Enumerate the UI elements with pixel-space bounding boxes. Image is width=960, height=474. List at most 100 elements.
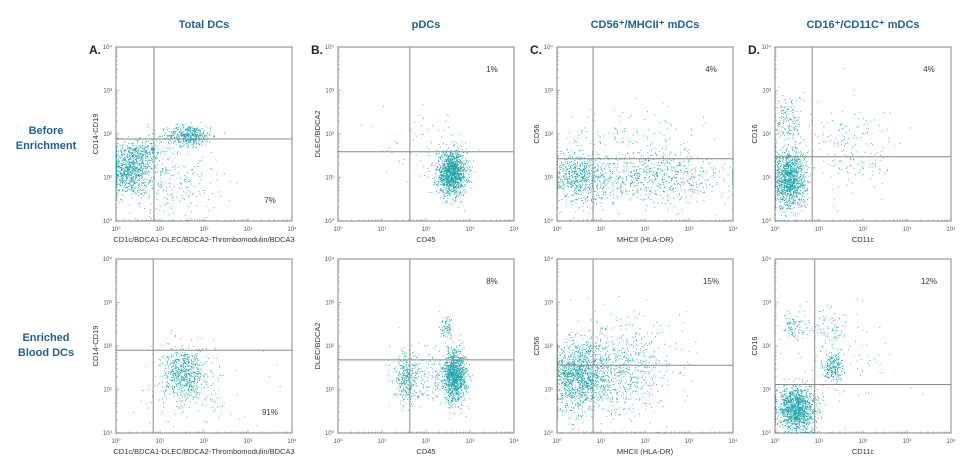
data-point [462, 158, 463, 159]
data-point [177, 134, 178, 135]
data-point [141, 175, 142, 176]
data-point [654, 180, 655, 181]
data-point [657, 165, 658, 166]
data-point [199, 191, 200, 192]
data-point [655, 152, 656, 153]
y-tick-label: 10¹ [544, 176, 553, 182]
data-point [152, 188, 153, 189]
data-point [649, 172, 650, 173]
data-point [452, 167, 453, 168]
data-point [581, 162, 582, 163]
data-point [458, 185, 459, 186]
data-point [190, 136, 191, 137]
data-point [121, 173, 122, 174]
data-point [777, 176, 778, 177]
data-point [435, 183, 436, 184]
data-point [445, 168, 446, 169]
data-point [131, 189, 132, 190]
data-point [619, 142, 620, 143]
data-point [457, 168, 458, 169]
data-point [670, 187, 671, 188]
data-point [149, 166, 150, 167]
data-point [448, 168, 449, 169]
data-point [145, 166, 146, 167]
data-point [665, 149, 666, 150]
data-point [577, 177, 578, 178]
data-point [186, 143, 187, 144]
data-point [607, 197, 608, 198]
data-point [586, 177, 587, 178]
data-point [169, 149, 170, 150]
data-point [172, 175, 173, 176]
data-point [446, 150, 447, 151]
data-point [658, 186, 659, 187]
data-point [464, 184, 465, 185]
data-point [166, 148, 167, 149]
data-point [637, 132, 638, 133]
data-point [147, 146, 148, 147]
data-point [663, 156, 664, 157]
data-point [143, 189, 144, 190]
data-point [469, 168, 470, 169]
data-point [680, 198, 681, 199]
data-point [603, 183, 604, 184]
data-point [591, 177, 592, 178]
data-point [116, 168, 117, 169]
data-point [450, 175, 451, 176]
data-point [572, 166, 573, 167]
data-point [136, 194, 137, 195]
data-point [460, 185, 461, 186]
data-point [625, 190, 626, 191]
data-point [441, 180, 442, 181]
data-point [602, 174, 603, 175]
data-point [628, 195, 629, 196]
y-tick-label: 10⁰ [103, 218, 113, 225]
data-point [461, 178, 462, 179]
data-point [679, 199, 680, 200]
data-point [139, 164, 140, 165]
data-point [575, 176, 576, 177]
data-point [675, 170, 676, 171]
data-point [194, 166, 195, 167]
data-point [462, 186, 463, 187]
x-tick-label: 10¹ [378, 227, 387, 233]
data-point [560, 186, 561, 187]
data-point [671, 178, 672, 179]
data-point [446, 190, 447, 191]
data-point [457, 166, 458, 167]
data-point [654, 171, 655, 172]
data-point [188, 140, 189, 141]
data-point [192, 127, 193, 128]
data-point [449, 176, 450, 177]
data-point [413, 140, 414, 141]
data-point [142, 183, 143, 184]
data-point [173, 158, 174, 159]
data-point [129, 190, 130, 191]
data-point [679, 194, 680, 195]
scatter-panel: 10⁰10⁰10¹10¹10²10²10³10³10⁴10⁴CD45DLEC/B… [311, 43, 519, 244]
data-point [176, 127, 177, 128]
data-point [576, 185, 577, 186]
data-point [699, 185, 700, 186]
data-point [224, 133, 225, 134]
data-point [140, 145, 141, 146]
data-point [141, 162, 142, 163]
data-point [572, 185, 573, 186]
data-point [637, 175, 638, 176]
data-point [200, 140, 201, 141]
data-point [667, 195, 668, 196]
data-point [599, 157, 600, 158]
data-point [371, 126, 372, 127]
data-point [216, 174, 217, 175]
data-point [463, 175, 464, 176]
data-point [116, 165, 117, 166]
data-point [141, 190, 142, 191]
y-tick-label: 10⁰ [325, 218, 335, 225]
data-point [464, 168, 465, 169]
data-point [118, 167, 119, 168]
data-point [416, 155, 417, 156]
data-point [173, 143, 174, 144]
data-point [206, 135, 207, 136]
data-point [460, 186, 461, 187]
data-point [118, 160, 119, 161]
